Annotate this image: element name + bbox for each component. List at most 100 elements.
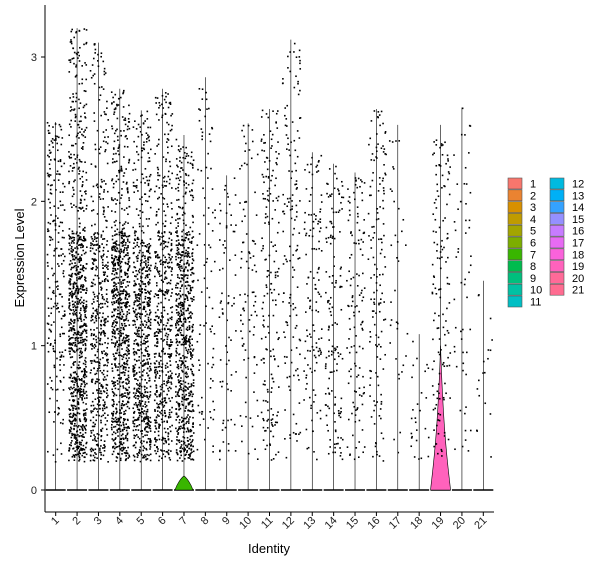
data-point — [74, 158, 77, 160]
data-point — [112, 182, 115, 185]
data-point — [111, 303, 114, 306]
data-point — [189, 428, 192, 431]
data-point — [294, 183, 296, 186]
data-point — [76, 348, 79, 351]
data-point — [158, 459, 160, 462]
data-point — [102, 378, 105, 381]
data-point — [177, 363, 179, 366]
data-point — [168, 299, 170, 301]
data-point — [125, 429, 128, 432]
data-point — [81, 394, 84, 396]
data-point — [180, 255, 183, 257]
data-point — [68, 228, 71, 230]
data-point — [180, 421, 183, 423]
data-point — [114, 352, 117, 355]
data-point — [234, 194, 237, 196]
data-point — [169, 282, 172, 285]
data-point — [96, 327, 98, 329]
data-point — [185, 349, 188, 351]
data-point — [266, 292, 269, 295]
data-point — [140, 402, 142, 405]
data-point — [111, 417, 114, 420]
data-point — [145, 415, 148, 417]
data-point — [185, 337, 188, 339]
data-point — [149, 385, 152, 388]
data-point — [138, 306, 141, 309]
data-point — [189, 304, 191, 307]
data-point — [162, 222, 164, 225]
data-point — [104, 341, 106, 344]
data-point — [69, 283, 72, 286]
data-point — [143, 306, 146, 309]
data-point — [167, 453, 170, 456]
data-point — [83, 322, 86, 325]
data-point — [53, 179, 55, 182]
data-point — [128, 205, 131, 208]
data-point — [117, 388, 120, 391]
data-point — [268, 221, 270, 224]
data-point — [97, 305, 100, 308]
data-point — [155, 294, 158, 296]
data-point — [189, 455, 191, 457]
data-point — [295, 180, 298, 182]
data-point — [187, 183, 190, 186]
data-point — [71, 432, 73, 435]
data-point — [145, 417, 148, 419]
data-point — [138, 225, 141, 228]
data-point — [167, 353, 169, 355]
data-point — [115, 289, 117, 291]
data-point — [177, 183, 180, 186]
data-point — [106, 220, 108, 222]
data-point — [125, 458, 128, 460]
data-point — [122, 337, 125, 340]
data-point — [61, 332, 64, 335]
data-point — [294, 327, 297, 329]
data-point — [119, 448, 122, 451]
data-point — [180, 377, 182, 379]
data-point — [163, 380, 165, 383]
data-point — [117, 104, 120, 106]
data-point — [212, 445, 214, 447]
data-point — [105, 288, 108, 291]
data-point — [181, 403, 184, 406]
data-point — [264, 222, 266, 224]
data-point — [177, 145, 180, 147]
data-point — [121, 245, 124, 247]
data-point — [106, 353, 109, 355]
data-point — [135, 383, 138, 385]
data-point — [89, 250, 92, 252]
data-point — [158, 438, 161, 441]
data-point — [135, 186, 138, 189]
data-point — [78, 244, 80, 247]
data-point — [187, 375, 189, 378]
data-point — [178, 359, 181, 362]
data-point — [117, 191, 120, 194]
data-point — [102, 271, 105, 274]
data-point — [126, 188, 129, 191]
data-point — [73, 456, 76, 458]
data-point — [113, 273, 116, 276]
data-point — [135, 441, 137, 444]
data-point — [107, 320, 109, 323]
data-point — [69, 110, 72, 112]
data-point — [49, 188, 52, 191]
data-point — [170, 249, 172, 251]
data-point — [167, 333, 170, 336]
data-point — [146, 441, 148, 443]
data-point — [149, 148, 152, 151]
data-point — [133, 369, 136, 372]
data-point — [78, 158, 81, 161]
data-point — [247, 294, 249, 297]
data-point — [147, 305, 149, 308]
data-point — [47, 337, 50, 340]
data-point — [165, 95, 167, 98]
data-point — [182, 354, 184, 357]
data-point — [275, 151, 277, 153]
data-point — [136, 332, 138, 335]
data-point — [137, 159, 140, 161]
data-point — [133, 238, 136, 241]
data-point — [70, 380, 73, 383]
data-point — [118, 418, 120, 421]
data-point — [78, 412, 81, 415]
data-point — [77, 400, 79, 403]
